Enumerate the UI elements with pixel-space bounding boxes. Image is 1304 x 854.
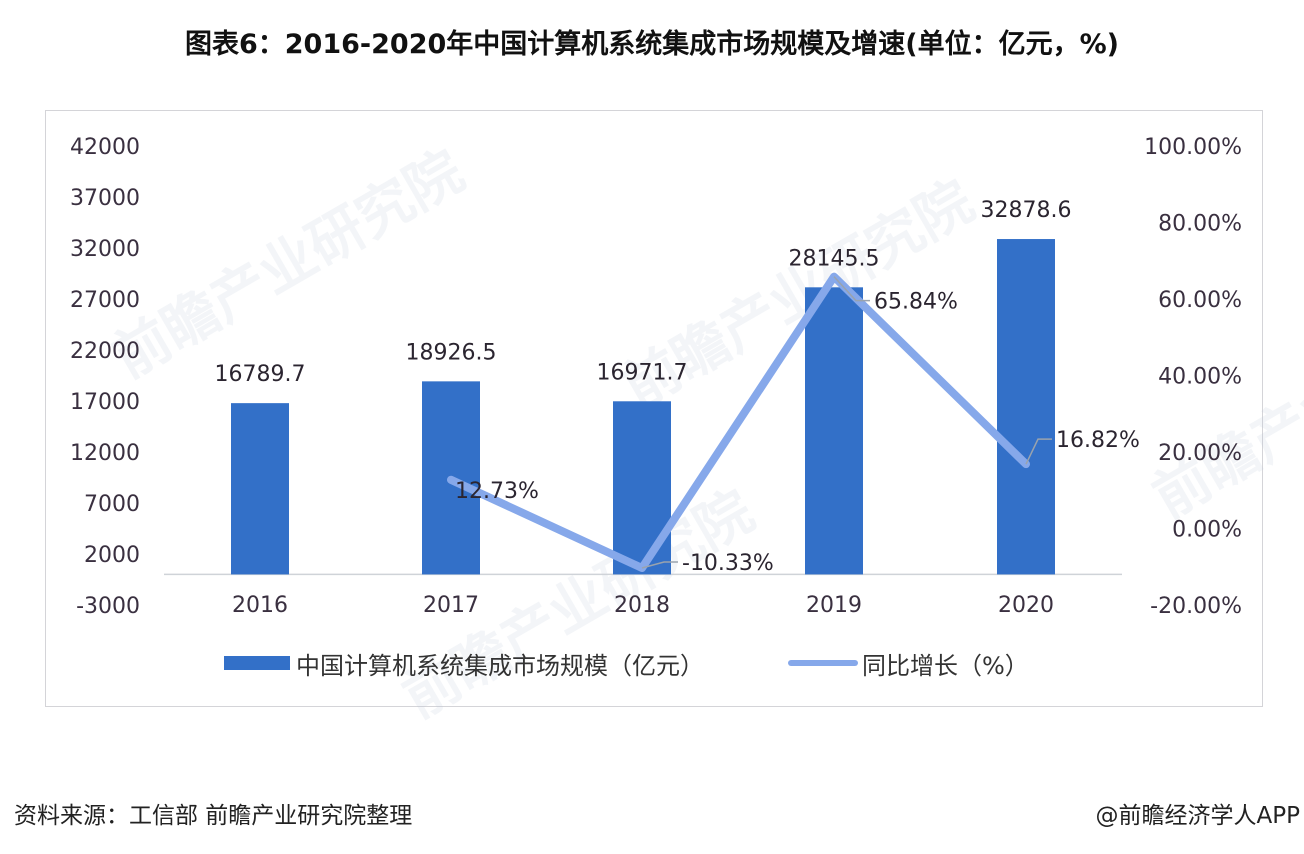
x-axis-tick: 2019: [806, 593, 862, 618]
label-leader-line: [641, 561, 678, 569]
label-leader-line: [1025, 438, 1052, 465]
bar-2019: [805, 287, 863, 575]
growth-line: [447, 272, 1030, 573]
x-axis-tick: 2020: [998, 593, 1054, 618]
left-axis-tick: 42000: [70, 135, 140, 160]
left-axis-tick: 12000: [70, 441, 140, 466]
right-axis-tick: 20.00%: [1158, 441, 1242, 466]
left-axis-tick: 22000: [70, 339, 140, 364]
left-axis-tick: 32000: [70, 237, 140, 262]
bar-value-label: 32878.6: [981, 198, 1072, 223]
source-note: 资料来源：工信部 前瞻产业研究院整理: [14, 803, 413, 829]
left-axis-tick: 27000: [70, 288, 140, 313]
bar-value-label: 16789.7: [215, 362, 306, 387]
right-axis-tick: 0.00%: [1172, 518, 1242, 543]
right-axis-tick: 100.00%: [1144, 135, 1242, 160]
right-axis-tick: 80.00%: [1158, 212, 1242, 237]
bar-value-label: 18926.5: [406, 340, 497, 365]
x-axis-tick: 2016: [232, 593, 288, 618]
growth-value-label: 12.73%: [455, 479, 539, 504]
left-axis-tick: 7000: [84, 492, 140, 517]
right-axis-tick: 60.00%: [1158, 288, 1242, 313]
left-axis-tick: -3000: [76, 594, 140, 619]
right-axis-tick: 40.00%: [1158, 365, 1242, 390]
bar-2018: [613, 401, 671, 575]
left-axis-tick: 37000: [70, 186, 140, 211]
credit-note: @前瞻经济学人APP: [1095, 803, 1300, 829]
legend-line-swatch: [788, 660, 858, 666]
x-axis-tick: 2018: [614, 593, 670, 618]
bar-2016: [231, 403, 289, 575]
legend-bar-label: 中国计算机系统集成市场规模（亿元）: [296, 651, 704, 680]
left-axis-tick: 17000: [70, 390, 140, 415]
chart-title: 图表6：2016-2020年中国计算机系统集成市场规模及增速(单位：亿元，%): [184, 29, 1120, 60]
bar-2020: [997, 239, 1055, 575]
growth-value-label: -10.33%: [682, 551, 774, 576]
bar-value-label: 28145.5: [789, 246, 880, 271]
left-axis-tick: 2000: [84, 543, 140, 568]
legend-line-label: 同比增长（%）: [862, 651, 1029, 680]
x-axis-tick: 2017: [423, 593, 479, 618]
legend-bar-swatch: [224, 656, 290, 670]
chart-legend: 中国计算机系统集成市场规模（亿元） 同比增长（%）: [224, 648, 1029, 680]
growth-value-label: 16.82%: [1056, 428, 1140, 453]
label-leader-line: [833, 276, 870, 302]
growth-value-label: 65.84%: [874, 290, 958, 315]
right-axis-tick: -20.00%: [1150, 594, 1242, 619]
bar-value-label: 16971.7: [597, 360, 688, 385]
